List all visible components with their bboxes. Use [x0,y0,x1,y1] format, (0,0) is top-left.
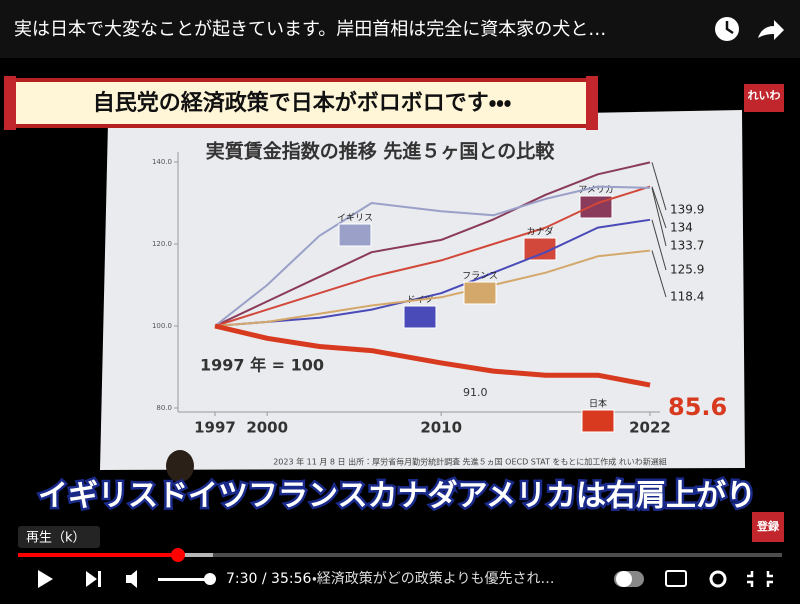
y-tick-label: 140.0 [152,158,172,166]
leader [651,250,667,298]
time: 7:30 / 35:56 [226,571,311,587]
flag [463,281,497,305]
x-tick-label: 1997 [194,419,236,437]
banner [12,78,592,128]
flag [403,305,437,329]
video-title[interactable]: 実は日本で大変なことが起きています。岸田首相は完全に資本家の犬と… [14,19,606,40]
channel-logo-text: れいわ [748,89,781,102]
play-button[interactable] [38,570,53,588]
end-value-label: 133.7 [670,239,704,253]
fullscreen-button[interactable] [747,571,773,587]
clock-hand [725,21,734,35]
progress-track[interactable] [18,553,782,557]
channel-logo [744,84,784,112]
end-value-label: 134 [670,221,693,235]
next-bar [98,571,101,587]
caption: イギリスドイツフランスカナダアメリカは右肩上がり [38,479,756,514]
y-tick-label: 100.0 [152,322,172,330]
series-label: 日本 [589,398,607,410]
autoplay-knob [616,571,632,587]
slide-title: 実質賃金指数の推移 先進５ヶ国との比較 [206,140,555,163]
subscribe-badge[interactable] [752,512,784,542]
series-line [214,185,651,327]
x-tick-label: 2022 [629,419,671,437]
series-line [214,185,651,327]
volume-knob[interactable] [204,573,216,585]
volume-button[interactable] [126,570,137,588]
progress-scrubber[interactable] [171,548,185,562]
speaker [166,450,194,482]
end-value-label: 125.9 [670,263,704,277]
slide [100,110,745,470]
top-bar [0,0,800,58]
source: 2023 年 11 月 8 日 出所：厚労省毎月勤労統計調査 先進５ヵ国 OEC… [273,457,667,467]
banner-text: 自民党の経済政策で日本がボロボロです・・・ [93,90,511,116]
x-tick-label: 2010 [420,419,462,437]
settings-button[interactable] [709,570,727,588]
annotation: 91.0 [463,386,488,399]
progress-played [18,553,178,557]
leader [651,186,667,229]
series-label: カナダ [526,226,553,238]
subscribe-text[interactable]: 登録 [756,519,780,533]
tooltip-text: 再生（k） [26,531,86,546]
banner-scroll-left [4,76,16,130]
series-label: アメリカ [578,185,614,196]
subtitles-button[interactable] [665,570,687,587]
base-note: 1997 年 = 100 [200,356,324,375]
leader [651,219,667,271]
series-line [214,249,651,327]
x-tick-label: 2000 [246,419,288,437]
leader [651,162,667,211]
flag [523,237,557,261]
flag [581,409,615,433]
end-value-label: 139.9 [670,203,704,217]
y-tick-label: 120.0 [152,240,172,248]
series-label: イギリス [337,213,373,224]
end-value-label: 118.4 [670,290,704,304]
flag [338,223,372,247]
leader [651,187,667,247]
series-label: フランス [462,271,498,282]
end-value-label: 85.6 [668,393,727,421]
banner-scroll-right [586,76,598,130]
plot-area: 80.0 100.0 120.0 140.0 1997 2000 2010 2022 アメリカ 1… [152,152,727,437]
volume-slider[interactable] [158,578,210,581]
tooltip [18,526,100,548]
series-line [214,323,651,388]
series-line [214,161,651,327]
series-line [214,218,651,327]
y-tick-label: 80.0 [156,404,172,412]
share-icon[interactable] [758,20,784,40]
chapter[interactable]: ・経済政策がどの政策よりも優先され… [312,570,554,587]
next-button[interactable] [86,571,97,587]
